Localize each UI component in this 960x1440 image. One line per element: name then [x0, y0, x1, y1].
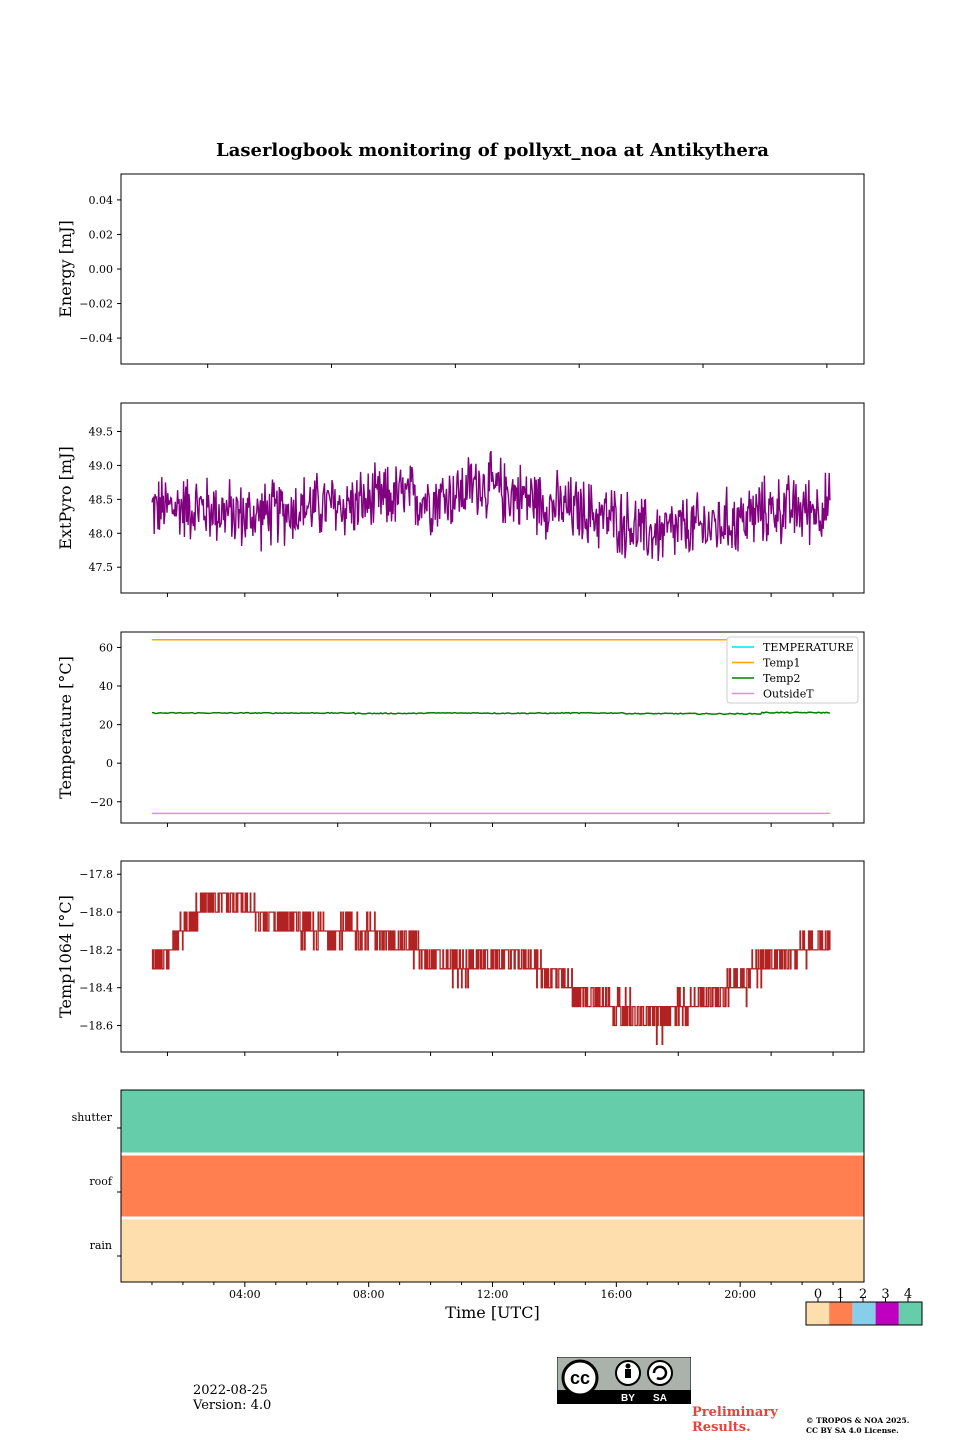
colorbar-segment	[829, 1302, 853, 1325]
colorbar-label: 4	[904, 1287, 912, 1302]
status-row-label: shutter	[72, 1111, 113, 1124]
y-tick-label: 0.00	[89, 263, 114, 276]
figure-title: Laserlogbook monitoring of pollyxt_noa a…	[216, 140, 769, 161]
panel-frame	[120, 173, 865, 365]
y-tick-label: 60	[99, 641, 113, 654]
colorbar-segment	[852, 1302, 876, 1325]
copyright-line-1: © TROPOS & NOA 2025.	[806, 1416, 910, 1425]
panel-extpyro: 49.5 49.0 48.5 48.0 47.5 ExtPyro [mJ]	[56, 402, 865, 597]
y-tick-label: 20	[99, 719, 113, 732]
y-tick-label: −17.8	[79, 868, 113, 881]
legend-entry: Temp1	[763, 657, 800, 670]
x-tick-label: 08:00	[353, 1288, 385, 1301]
y-tick-label: 49.0	[89, 459, 114, 472]
y-tick-label: 47.5	[89, 561, 114, 574]
cc-logo-text: cc	[570, 1368, 590, 1388]
legend-entry: Temp2	[763, 672, 800, 685]
colorbar-label: 0	[814, 1287, 822, 1302]
series-line-temp1064	[151, 892, 831, 1046]
x-tick-label: 20:00	[724, 1288, 756, 1301]
legend-entry: TEMPERATURE	[763, 641, 854, 654]
y-axis-label: Temp1064 [°C]	[56, 895, 75, 1018]
y-tick-label: 0.02	[89, 228, 114, 241]
y-tick-label: 0	[106, 757, 113, 770]
colorbar-segment	[875, 1302, 899, 1325]
legend-entry: OutsideT	[763, 688, 814, 701]
y-axis-label: ExtPyro [mJ]	[56, 446, 75, 549]
copyright-note: © TROPOS & NOA 2025. CC BY SA 4.0 Licens…	[806, 1416, 909, 1436]
colorbar-frame	[805, 1301, 923, 1326]
figure-meta: 2022-08-25 Version: 4.0	[193, 1383, 271, 1413]
colorbar-label: 1	[836, 1287, 844, 1302]
y-axis-label: Energy [mJ]	[56, 220, 75, 318]
preliminary-label: Preliminary Results.	[692, 1405, 778, 1435]
y-tick-label: −18.6	[79, 1020, 113, 1033]
y-tick-label: −18.4	[79, 982, 113, 995]
preliminary-text: Preliminary Results.	[692, 1405, 778, 1435]
y-tick-label: −20	[90, 796, 113, 809]
status-row-label: rain	[90, 1239, 112, 1252]
colorbar-segment	[806, 1302, 830, 1325]
x-tick-label: 12:00	[477, 1288, 509, 1301]
panel-energy: 0.04 0.02 0.00 −0.02 −0.04 Energy [mJ]	[56, 173, 865, 368]
colorbar-label: 2	[859, 1287, 867, 1302]
series-line-extpyro	[151, 450, 831, 562]
y-tick-label: −18.2	[79, 944, 113, 957]
copyright-line-2: CC BY SA 4.0 License.	[806, 1426, 899, 1435]
panel-status: shutter roof rain 04:00 08:00 12:00 16:00 20:00…	[72, 1089, 923, 1326]
panel-temperature: 60 40 20 0 −20 Temperature [°C] TEMPERATURE Tem…	[56, 631, 865, 827]
y-tick-label: 40	[99, 680, 113, 693]
panel-temp1064: −17.8 −18.0 −18.2 −18.4 −18.6 Temp1064 [°C]	[56, 860, 865, 1056]
legend: TEMPERATURE Temp1 Temp2 OutsideT	[726, 636, 859, 704]
x-tick-label: 16:00	[600, 1288, 632, 1301]
cc-by-sa-badge: cc BY SA	[557, 1357, 691, 1404]
version-label: Version: 4.0	[193, 1398, 272, 1413]
status-row-label: roof	[89, 1175, 113, 1188]
status-row-shutter	[121, 1090, 864, 1154]
y-tick-label: 49.5	[89, 426, 114, 439]
y-tick-label: −18.0	[79, 906, 113, 919]
status-row-rain	[121, 1218, 864, 1282]
y-axis-label: Temperature [°C]	[56, 656, 75, 799]
x-tick-label: 04:00	[229, 1288, 261, 1301]
y-tick-label: 0.04	[89, 194, 114, 207]
cc-by-label: BY	[621, 1393, 635, 1404]
y-tick-label: 48.0	[89, 527, 114, 540]
colorbar-segment	[898, 1302, 922, 1325]
y-tick-label: 48.5	[89, 493, 114, 506]
y-tick-label: −0.04	[79, 332, 113, 345]
series-line-temp2	[151, 711, 830, 716]
x-axis-label: Time [UTC]	[445, 1303, 539, 1322]
y-tick-label: −0.02	[79, 298, 113, 311]
date-label: 2022-08-25	[193, 1383, 268, 1398]
legend-box	[726, 636, 859, 704]
cc-sa-label: SA	[653, 1393, 667, 1404]
status-row-roof	[121, 1154, 864, 1218]
colorbar-label: 3	[881, 1287, 889, 1302]
